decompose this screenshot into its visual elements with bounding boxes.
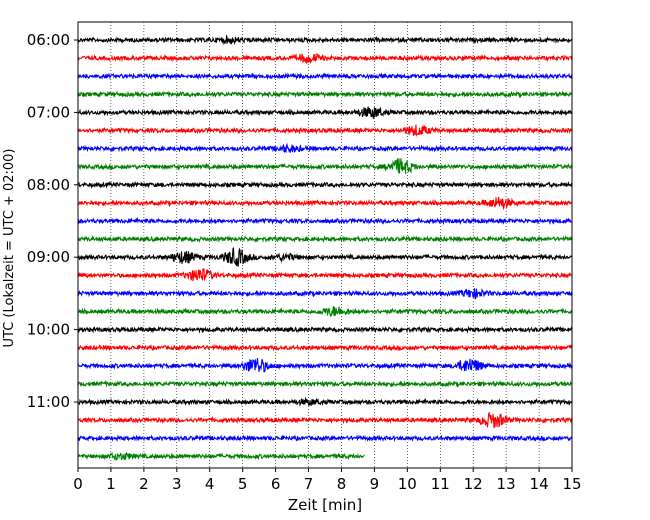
trace-line [77,451,365,461]
x-grid [110,22,540,468]
trace-line [77,234,573,244]
x-tick-label: 8 [337,475,347,493]
x-axis-ticks: 0 1 2 3 4 5 6 7 8 9 10 11 12 13 14 15 [73,468,582,493]
x-tick-label: 5 [238,475,248,493]
trace-line [77,72,573,81]
y-tick-label: 08:00 [27,176,70,194]
x-tick-label: 9 [370,475,380,493]
x-axis-label: Zeit [min] [288,496,362,514]
x-tick-label: 3 [172,475,182,493]
y-tick-label: 11:00 [27,393,70,411]
trace-line [77,216,573,226]
x-tick-label: 14 [530,475,549,493]
trace-line [77,90,573,99]
trace-line [77,343,573,352]
y-tick-label: 09:00 [27,248,70,266]
trace-line [77,106,573,119]
trace-line [77,358,573,373]
trace-line [77,246,573,267]
x-tick-label: 0 [73,475,83,493]
trace-line [77,396,573,407]
y-tick-label: 06:00 [27,31,70,49]
y-axis-ticks: 06:00 07:00 08:00 09:00 10:00 11:00 [27,31,78,411]
trace-line [77,52,573,64]
trace-series [77,34,573,461]
trace-line [77,325,573,334]
plot-frame [77,21,573,469]
x-tick-label: 7 [304,475,314,493]
trace-line [77,180,573,189]
x-tick-label: 2 [139,475,149,493]
x-tick-label: 4 [205,475,215,493]
trace-line [77,306,573,317]
trace-line [77,379,573,388]
x-tick-label: 12 [464,475,483,493]
trace-line [77,412,573,429]
x-tick-label: 10 [398,475,417,493]
y-axis-label: UTC (Lokalzeit = UTC + 02:00) [2,149,17,348]
x-tick-label: 1 [106,475,116,493]
trace-line [77,196,573,211]
trace-line [77,34,573,46]
x-tick-label: 6 [271,475,281,493]
trace-line [77,124,573,137]
trace-line [77,158,573,174]
x-tick-label: 13 [497,475,516,493]
trace-line [77,288,573,300]
x-tick-label: 15 [562,475,581,493]
trace-line [77,268,573,282]
y-tick-label: 07:00 [27,103,70,121]
x-tick-label: 11 [431,475,450,493]
y-tick-label: 10:00 [27,321,70,339]
trace-line [77,142,573,154]
trace-line [77,434,573,443]
